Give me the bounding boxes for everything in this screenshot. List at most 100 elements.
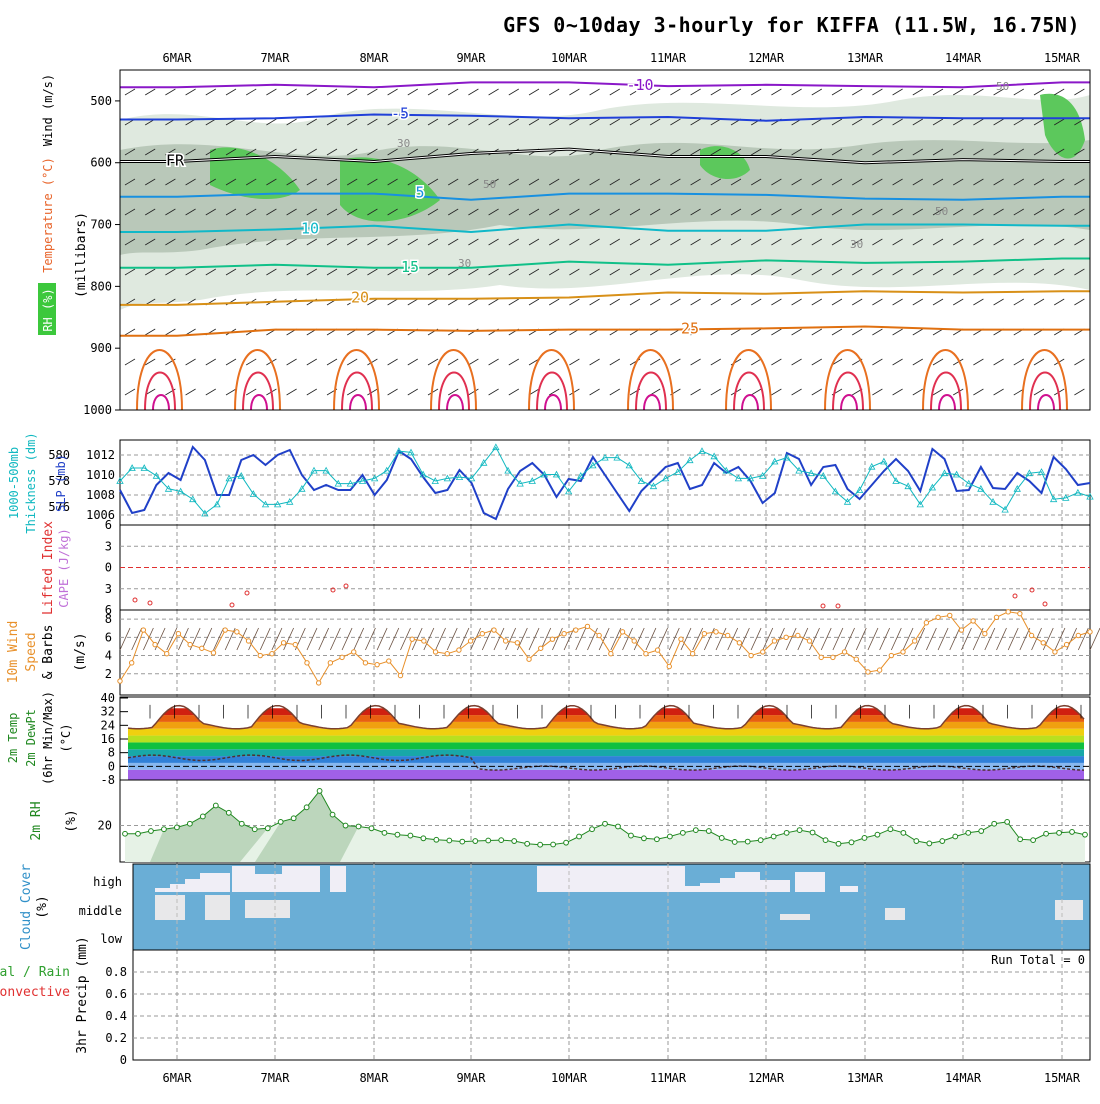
wind-barb [306, 388, 318, 396]
wind-barb [649, 118, 661, 126]
wind-barb [750, 268, 762, 276]
wind-barb [972, 627, 984, 651]
wind-barb [346, 388, 358, 396]
wind-barb [649, 358, 661, 366]
wind-speed-point [269, 651, 275, 657]
wind-speed-point [841, 649, 848, 655]
cloud-high-block [298, 866, 316, 892]
thickness-point [746, 474, 755, 482]
wind-barb [771, 358, 782, 366]
wind-barb [785, 627, 797, 651]
wind-barb [185, 238, 196, 246]
wind-barb [306, 178, 318, 186]
wind-barb [993, 298, 1004, 306]
wind-barb [690, 238, 701, 246]
wind-barb [447, 388, 459, 396]
rh-point [602, 820, 608, 827]
wind-barb [811, 208, 823, 216]
rh-point [887, 826, 894, 833]
wind-barb [1007, 627, 1019, 651]
rh-point [186, 820, 193, 827]
wind-barb [629, 238, 641, 246]
wind-barb [730, 328, 742, 336]
wind-barb [791, 298, 802, 306]
wind-frame [119, 609, 1091, 696]
y-tick-label: 900 [90, 341, 112, 355]
wind-barb [973, 178, 984, 186]
wind-barb [124, 208, 136, 216]
wind-barb [575, 627, 587, 651]
wind-barb [286, 358, 297, 366]
wind-barb [1053, 178, 1065, 186]
wind-barb [283, 627, 294, 651]
wind-barb [811, 238, 823, 246]
wind-barb [447, 208, 459, 216]
wind-barb [326, 88, 338, 96]
wind-barb [165, 268, 176, 276]
wind-barb [346, 268, 358, 276]
thickness-point [310, 466, 318, 474]
thickness-point [843, 497, 852, 505]
wind-barb [205, 208, 217, 216]
wind-barb [831, 148, 843, 156]
wind-barb [762, 627, 774, 651]
wind-barb [872, 358, 883, 366]
wind-barb [937, 627, 949, 651]
thickness-tick-label: 580 [48, 448, 70, 462]
wind-barb [791, 268, 802, 276]
wind-barb [811, 388, 823, 396]
thickness-point [1062, 494, 1070, 501]
wind-barb [245, 88, 257, 96]
cloud-middle-block [780, 914, 810, 920]
rh-panel: 20 [98, 779, 1091, 863]
wind-barb [468, 208, 479, 216]
wind-barb [872, 388, 883, 396]
wind-barb [657, 627, 668, 651]
isotherm-loop [528, 349, 575, 411]
wind-barb [528, 627, 540, 651]
rh-point [576, 833, 582, 840]
wind-barb [750, 238, 762, 246]
wind-barb [306, 268, 318, 276]
wind-barb [973, 388, 984, 396]
cloud-level-label: low [100, 932, 122, 946]
thickness-point [383, 466, 391, 474]
wind-barb [468, 388, 479, 396]
wind-speed-point [128, 660, 135, 666]
rh-point [563, 839, 569, 846]
wind-barb [589, 208, 600, 216]
y-axis-label-convective: Convective [0, 985, 70, 1000]
top-date-label: 6MAR [163, 51, 193, 65]
wind-barb [670, 208, 681, 216]
rh-point [589, 826, 595, 833]
wind-barb [1074, 148, 1085, 156]
isotherm-loop [446, 394, 464, 411]
top-date-label: 13MAR [847, 51, 884, 65]
wind-barb [872, 148, 883, 156]
rh-point [225, 809, 232, 816]
wind-barb [645, 627, 657, 651]
wind-barb [468, 358, 479, 366]
wind-speed-point [374, 661, 380, 668]
wind-speed-point [1075, 632, 1082, 639]
thickness-point [298, 484, 306, 492]
thickness-point [649, 482, 658, 490]
top-date-label: 12MAR [748, 51, 785, 65]
wind-barb [1013, 238, 1025, 246]
wind-barb [932, 358, 944, 366]
wind-barb [589, 88, 600, 96]
wind-barb [851, 178, 863, 186]
rh-point [900, 829, 907, 836]
wind-barb [407, 208, 419, 216]
wind-barb [185, 328, 196, 336]
wind-barb [1033, 238, 1045, 246]
wind-barb [508, 388, 520, 396]
li-tick-label: 3 [105, 539, 112, 553]
wind-barb [1033, 208, 1045, 216]
rh-point [1004, 819, 1011, 825]
li-point [835, 603, 841, 609]
rh-point [952, 833, 959, 840]
thickness-slp-panel: 1006 1008 1010 1012 576 578 580 [48, 439, 1094, 526]
wind-speed-point [397, 672, 404, 679]
rh-point [874, 831, 881, 838]
